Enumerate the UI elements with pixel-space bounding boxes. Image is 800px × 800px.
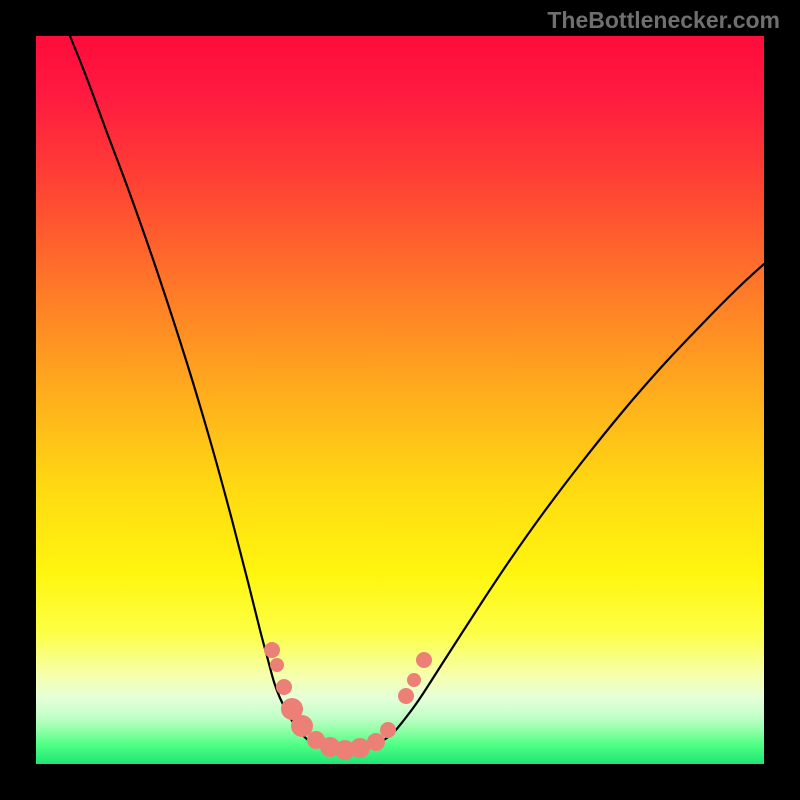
data-marker xyxy=(398,688,414,704)
data-marker xyxy=(367,733,385,751)
data-marker xyxy=(416,652,432,668)
data-marker xyxy=(380,722,396,738)
chart-canvas: TheBottlenecker.com xyxy=(0,0,800,800)
plot-background xyxy=(36,36,764,764)
data-marker xyxy=(270,658,284,672)
data-marker xyxy=(264,642,280,658)
data-marker xyxy=(276,679,292,695)
data-marker xyxy=(407,673,421,687)
watermark-text: TheBottlenecker.com xyxy=(547,7,780,33)
chart-root: TheBottlenecker.com xyxy=(0,0,800,800)
data-marker xyxy=(350,738,370,758)
